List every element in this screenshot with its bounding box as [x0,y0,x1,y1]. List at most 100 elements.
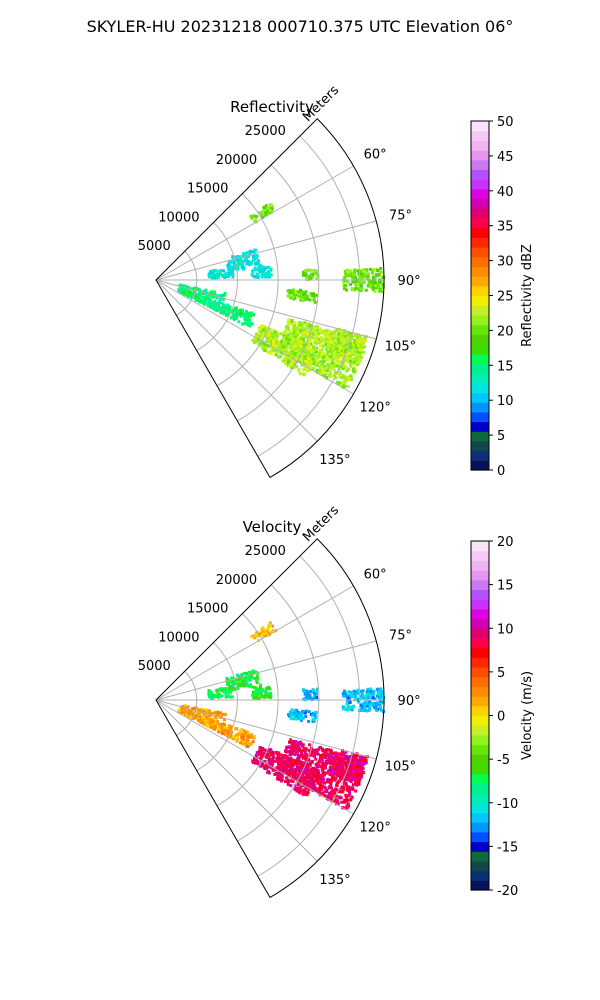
echo-cell [359,773,363,777]
echo-cell [271,340,275,344]
echo-cell [244,322,248,326]
echo-cell [248,676,252,680]
echo-cell [350,795,354,799]
echo-cell [257,689,261,693]
echo-cell [313,300,317,304]
echo-cell [197,719,200,722]
echo-cell [254,262,258,266]
echo-cell [378,706,382,710]
echo-cell [294,746,298,750]
echo-cell [341,344,345,348]
echo-cell [271,330,275,334]
echo-cell [281,754,285,758]
echo-cell [339,758,342,762]
echo-cell [310,783,314,787]
echo-cell [314,271,318,275]
echo-cell [273,772,277,776]
echo-cell [336,771,340,775]
echo-cell [346,798,350,802]
echo-cell [225,303,229,307]
echo-cell [373,289,377,293]
echo-cell [364,703,368,707]
echo-cell [307,758,311,762]
echo-cell [303,372,307,376]
echo-cell [315,787,319,791]
echo-cell [337,348,341,352]
echo-cell [291,330,295,334]
echo-cell [337,332,341,336]
echo-cell [371,287,375,291]
echo-cell [299,372,303,376]
echo-cell [236,687,240,690]
colorbar-swatch [471,179,489,190]
echo-cell [279,759,283,763]
echo-cell [239,675,243,679]
echo-cell [315,277,319,281]
azimuth-spoke [155,279,377,340]
echo-cell [198,288,201,292]
range-ring [196,642,238,771]
echo-cell [233,264,236,268]
range-ring [196,222,238,351]
echo-cell [358,759,362,763]
echo-cell [230,310,234,314]
echo-cell [350,337,354,341]
echo-cell [291,360,295,364]
echo-cell [380,280,383,284]
echo-cell [313,713,317,717]
echo-cell [218,694,222,698]
colorbar-swatch [471,637,489,649]
colorbar-swatch [471,686,489,697]
echo-cell [332,374,336,377]
echo-cell [304,294,308,298]
echo-cell [223,309,227,313]
echo-cell [202,292,206,295]
echo-cell [336,755,340,759]
echo-cell [248,678,252,682]
echo-cell [222,687,226,691]
echo-cell [355,340,359,344]
echo-cell [348,758,352,762]
echo-cell [357,337,361,341]
echo-cell [297,743,301,747]
echo-cell [307,774,311,778]
echo-cell [252,634,255,638]
echo-cell [363,701,367,704]
echo-cell [311,711,315,715]
echo-cell [204,708,208,712]
echo-cell [246,260,250,264]
colorbar-swatch [471,550,489,561]
echo-cell [230,272,234,276]
echo-cell [231,255,235,259]
echo-cell [251,759,255,763]
echo-cell [323,772,327,776]
echo-cell [339,376,343,380]
echo-cell [297,716,301,720]
echo-cell [308,743,312,747]
echo-cell [312,295,316,299]
azimuth-tick-label: 60° [364,567,387,582]
azimuth-tick-label: 75° [389,208,412,223]
echo-cell [265,326,269,330]
echo-cell [301,299,305,303]
echo-cell [245,681,249,685]
echo-cell [361,761,365,765]
echo-cell [293,753,297,757]
echo-cell [370,271,374,275]
echo-cell [320,784,324,788]
colorbar-tick-label: 0 [497,464,505,479]
echo-cell [285,754,289,758]
echo-cell [352,360,356,364]
colorbar-tick-label: 15 [497,359,514,374]
echo-cell [269,273,273,277]
echo-cell [328,369,332,373]
echo-cell [196,713,200,717]
echo-cell [283,360,287,364]
echo-cell [284,768,288,771]
echo-cell [217,724,221,728]
echo-cell [259,683,263,687]
echo-cell [289,717,293,721]
echo-cell [346,336,350,340]
echo-cell [376,694,379,698]
